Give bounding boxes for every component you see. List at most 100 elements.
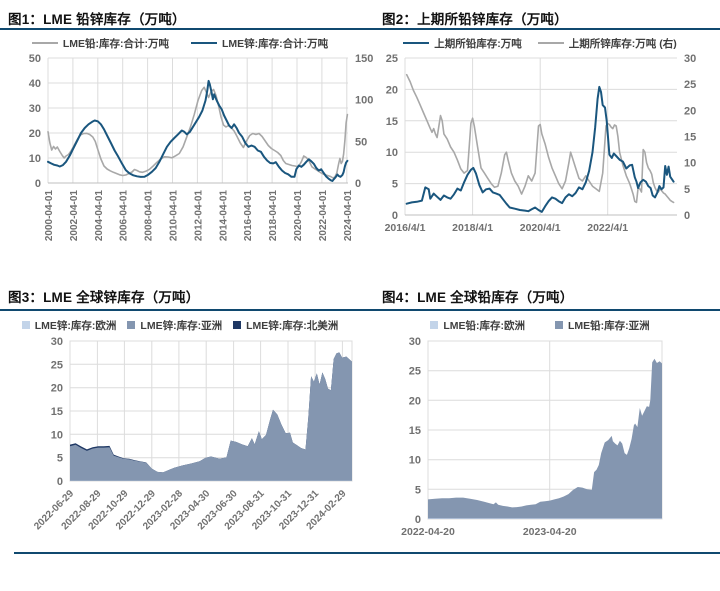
axis-tick-labels: 0 5 10 15 20 25 30 2022-04-20 2023-04-20 (401, 336, 577, 538)
x-tick-label: 2006-04-01 (119, 190, 130, 242)
y-left-tick-label: 10 (409, 455, 421, 467)
legend-line-swatch (191, 41, 217, 45)
y-right-tick-label: 50 (355, 136, 367, 148)
y-left-tick-label: 25 (51, 359, 63, 371)
y-left-tick-label: 30 (409, 336, 421, 348)
legend-item-label: LME锌:库存:亚洲 (140, 319, 223, 332)
x-tick-label: 2023-04-20 (523, 526, 577, 538)
legend-item-label: 上期所锌库存:万吨 (右) (568, 37, 677, 50)
section-divider-middle (0, 309, 720, 311)
y-right-tick-label: 100 (355, 95, 373, 107)
line-series-1 (47, 79, 349, 182)
legend-item: LME铅:库存:合计:万吨 (31, 36, 169, 51)
x-tick-label: 2024-04-01 (343, 190, 354, 242)
fig2-canvas: 0 5 10 15 20 25 0 5 10 15 20 25 30 2016/4/1 2018/4/1 20… (385, 53, 697, 234)
y-left-tick-label: 20 (409, 395, 421, 407)
legend-item: LME锌:库存:欧洲 (21, 318, 116, 333)
y-left-tick-label: 10 (29, 153, 41, 165)
y-right-tick-label: 0 (684, 210, 690, 222)
area-series-1 (70, 352, 352, 481)
y-left-tick-label: 0 (57, 476, 63, 488)
y-left-tick-label: 0 (392, 210, 398, 222)
legend-square-swatch (21, 321, 30, 329)
figure3-title: 图3：LME 全球锌库存（万吨） (8, 290, 200, 305)
figure4-title: 图4：LME 全球铅库存（万吨） (382, 290, 574, 305)
y-left-tick-label: 0 (415, 514, 421, 526)
figure4-legend: LME铅:库存:欧洲 LME铅:库存:亚洲 (360, 318, 720, 332)
x-tick-label: 2000-04-01 (44, 190, 55, 242)
legend-item: LME锌:库存:北美洲 (233, 318, 338, 333)
figure3-legend: LME锌:库存:欧洲 LME锌:库存:亚洲 LME锌:库存:北美洲 (0, 318, 360, 332)
y-right-tick-label: 5 (684, 184, 690, 196)
legend-item-label: LME锌:库存:北美洲 (246, 319, 339, 332)
x-tick-label: 2016/4/1 (385, 222, 426, 234)
section-divider-top (0, 28, 720, 30)
x-tick-label: 2022-04-01 (318, 190, 329, 242)
legend-item: LME锌:库存:亚洲 (127, 318, 222, 333)
y-left-tick-label: 20 (29, 128, 41, 140)
y-left-tick-label: 40 (29, 78, 41, 90)
legend-square-swatch (127, 321, 136, 329)
legend-item-label: LME铅:库存:亚洲 (568, 319, 650, 332)
x-tick-label: 2004-04-01 (94, 190, 105, 242)
y-left-tick-label: 25 (409, 366, 421, 378)
y-left-tick-label: 10 (51, 429, 63, 441)
x-tick-label: 2020/4/1 (520, 222, 561, 234)
x-tick-label: 2002-04-01 (69, 190, 80, 242)
y-left-tick-label: 15 (51, 406, 63, 418)
y-left-tick-label: 5 (415, 484, 421, 496)
fig3-canvas: 0510152025302022-06-292022-08-292022-10-… (32, 336, 353, 532)
y-right-tick-label: 30 (684, 53, 696, 65)
x-tick-label: 2012-04-01 (193, 190, 204, 242)
y-left-tick-label: 0 (35, 178, 41, 190)
legend-item: LME铅:库存:亚洲 (555, 318, 650, 333)
section-divider-bottom (14, 552, 720, 554)
axis-tick-labels: 0 5 10 15 20 25 0 5 10 15 20 25 30 2016/4/1 2018/4/1 20… (385, 53, 697, 234)
legend-item-label: 上期所铅库存:万吨 (434, 37, 522, 50)
line-series-1 (405, 73, 675, 204)
legend-item: 上期所铅库存:万吨 (403, 36, 522, 51)
y-left-tick-label: 25 (386, 53, 398, 65)
legend-item-label: LME铅:库存:欧洲 (443, 319, 525, 332)
figure2-chart: 0 5 10 15 20 25 0 5 10 15 20 25 30 2016/4/1 2018/4/1 20… (360, 52, 720, 249)
line-series-0 (405, 85, 675, 213)
legend-item: LME铅:库存:欧洲 (430, 318, 525, 333)
area-series-0 (428, 518, 662, 519)
legend-item: LME锌:库存:合计:万吨 (191, 36, 328, 51)
y-left-tick-label: 20 (51, 383, 63, 395)
figure1-chart: 0 10 20 30 40 50 0 50 100 150 2000-04-01 2002-04-01… (0, 52, 385, 253)
y-right-tick-label: 0 (355, 178, 361, 190)
y-right-tick-label: 150 (355, 53, 373, 65)
y-left-tick-label: 30 (29, 103, 41, 115)
fig4-canvas: 0 5 10 15 20 25 30 2022-04-20 2023-04-20 (401, 336, 663, 538)
area-series-1 (428, 358, 662, 519)
y-right-tick-label: 25 (684, 79, 696, 91)
legend-line-swatch (403, 41, 430, 45)
y-left-tick-label: 15 (386, 116, 398, 128)
y-right-tick-label: 15 (684, 132, 696, 144)
legend-line-swatch (537, 41, 564, 45)
figure2-legend: 上期所铅库存:万吨 上期所锌库存:万吨 (右) (360, 36, 720, 50)
figure2-title: 图2：上期所铅锌库存（万吨） (382, 12, 568, 27)
y-right-tick-label: 10 (684, 158, 696, 170)
y-left-tick-label: 30 (51, 336, 63, 348)
y-left-tick-label: 5 (57, 453, 63, 465)
legend-square-swatch (430, 321, 439, 329)
figure3-chart: 0 5 10 15 20 25 30 2022-06-29 2022-08-29 2022-10-… (0, 330, 360, 559)
figure1-legend: LME铅:库存:合计:万吨 LME锌:库存:合计:万吨 (0, 36, 360, 50)
y-left-tick-label: 20 (386, 84, 398, 96)
x-tick-label: 2018-04-01 (268, 190, 279, 242)
x-tick-label: 2020-04-01 (293, 190, 304, 242)
legend-item: 上期所锌库存:万吨 (右) (537, 36, 677, 51)
legend-item-label: LME铅:库存:合计:万吨 (62, 37, 169, 50)
axis-tick-labels: 0 10 20 30 40 50 0 50 100 150 2000-04-01 2002-04-01… (29, 53, 374, 241)
x-tick-label: 2022/4/1 (587, 222, 628, 234)
x-tick-label: 2022-04-20 (401, 526, 455, 538)
figure4-chart: 0 5 10 15 20 25 30 2022-04-20 2023-04-20 (360, 330, 720, 559)
x-tick-label: 2018/4/1 (452, 222, 493, 234)
legend-line-swatch (31, 41, 58, 45)
y-left-tick-label: 50 (29, 53, 41, 65)
y-right-tick-label: 20 (684, 105, 696, 117)
x-tick-label: 2014-04-01 (218, 190, 229, 242)
x-tick-label: 2016-04-01 (243, 190, 254, 242)
